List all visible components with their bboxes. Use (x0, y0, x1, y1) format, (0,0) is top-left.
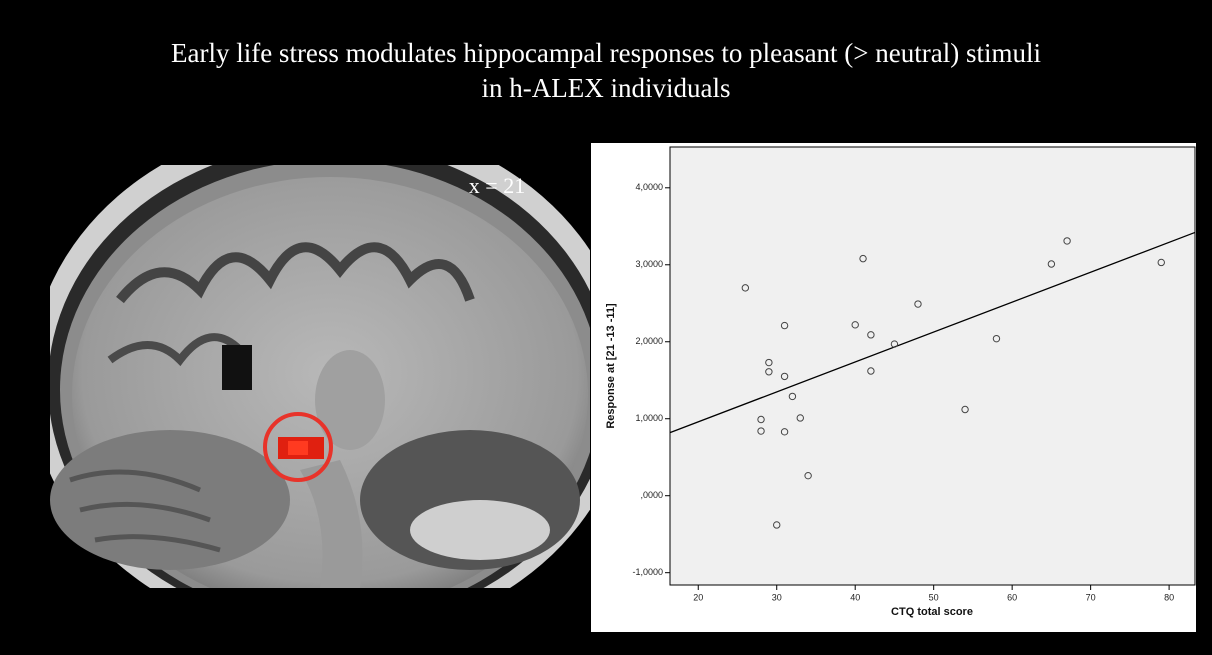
y-tick-label: -1,0000 (632, 567, 663, 577)
point (992, 334, 1001, 343)
x-axis-label: CTQ total score (891, 606, 973, 618)
x-tick-label: 50 (929, 592, 939, 602)
point (796, 414, 804, 422)
point (788, 392, 797, 401)
x-tick-label: 70 (1086, 592, 1096, 602)
x-tick-label: 60 (1007, 592, 1017, 602)
point (890, 340, 899, 348)
mri-image (50, 165, 590, 588)
y-tick-label: 1,0000 (635, 413, 663, 423)
point (961, 405, 969, 414)
point (780, 372, 789, 381)
point (1063, 237, 1071, 245)
x-tick-label: 80 (1164, 592, 1174, 602)
point (780, 428, 789, 436)
point (851, 321, 859, 329)
slice-label: x = 21 (469, 173, 525, 198)
point (914, 300, 922, 308)
point (804, 471, 812, 480)
point (773, 521, 781, 529)
fit-line (669, 231, 1196, 434)
y-tick-label: 4,0000 (635, 182, 663, 192)
point (780, 321, 789, 330)
title-line: in h-ALEX individuals (482, 73, 731, 103)
point (867, 331, 875, 339)
point (859, 254, 867, 263)
plot-area (669, 146, 1196, 586)
x-tick-label: 30 (772, 592, 782, 602)
point (867, 367, 875, 375)
y-tick-label: 2,0000 (635, 336, 663, 346)
point (765, 368, 773, 376)
x-tick-label: 40 (850, 592, 860, 602)
y-axis-label: Response at [21 -13 -11] (605, 303, 617, 429)
point (741, 284, 750, 292)
point (1157, 258, 1165, 267)
point (757, 427, 765, 435)
point (1047, 260, 1056, 268)
point (765, 358, 773, 367)
x-tick-label: 20 (693, 592, 703, 602)
y-tick-label: ,0000 (640, 490, 663, 500)
point (757, 415, 765, 424)
y-tick-label: 3,0000 (635, 259, 663, 269)
title-line: Early life stress modulates hippocampal … (171, 38, 1041, 68)
